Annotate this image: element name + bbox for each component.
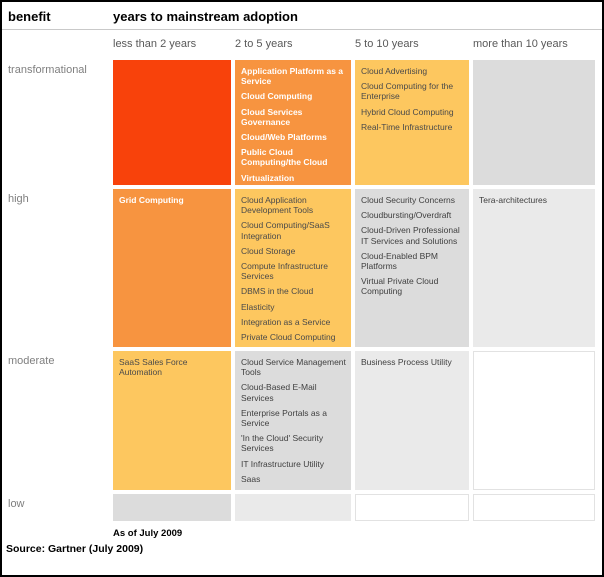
technology-item: Cloud-Enabled BPM Platforms	[361, 250, 439, 271]
source-attribution: Source: Gartner (July 2009)	[6, 543, 144, 555]
technology-item: Private Cloud Computing	[241, 331, 336, 342]
technology-item: Virtual Private Cloud Computing	[361, 276, 439, 297]
matrix-cell-high-2-to-5-years: Cloud Application Development Tools Cloud…	[235, 189, 351, 347]
technology-item: Hybrid Cloud Computing	[361, 106, 454, 117]
technology-item: Cloud Service Management Tools	[241, 357, 346, 378]
technology-item: Cloud Storage	[241, 245, 296, 256]
technology-item: Cloud-Based E-Mail Services	[241, 382, 317, 403]
matrix-cell-transformational-5-to-10-years: Cloud Advertising Cloud Computing for the…	[355, 60, 469, 185]
matrix-cell-moderate-2-to-5-years: Cloud Service Management Tools Cloud-Base…	[235, 351, 351, 490]
matrix-cell-high-less-than-2-years: Grid Computing	[113, 189, 231, 347]
benefit-axis-label: benefit	[8, 9, 51, 24]
technology-item: SaaS Sales Force Automation	[119, 357, 188, 378]
technology-item: Real-Time Infrastructure	[361, 121, 453, 132]
technology-item: Cloud-Driven Professional IT Services an…	[361, 225, 460, 246]
technology-item: Cloudbursting/Overdraft	[361, 210, 452, 221]
page-title: years to mainstream adoption	[113, 9, 298, 24]
technology-item: Virtualization	[241, 172, 295, 183]
technology-item: Cloud/Web Platforms	[241, 131, 327, 142]
column-header-5-to-10-years: 5 to 10 years	[355, 38, 419, 50]
matrix-cell-low-2-to-5-years	[235, 494, 351, 521]
as-of-date-note: As of July 2009	[113, 528, 183, 539]
technology-item: Cloud Computing for the Enterprise	[361, 81, 454, 102]
technology-item: Enterprise Portals as a Service	[241, 407, 327, 428]
technology-item: Cloud Computing/SaaS Integration	[241, 220, 330, 241]
technology-item: Cloud Advertising	[361, 66, 428, 76]
matrix-cell-low-more-than-10-years	[473, 494, 595, 521]
technology-item: Compute Infrastructure Services	[241, 260, 328, 282]
technology-item: 'In the Cloud' Security Services	[241, 433, 324, 454]
technology-item: Cloud Application Development Tools	[241, 195, 314, 216]
technology-item: Elasticity	[241, 301, 275, 312]
matrix-cell-low-less-than-2-years	[113, 494, 231, 521]
figure-header: benefit years to mainstream adoption	[2, 2, 602, 24]
matrix-cell-moderate-less-than-2-years: SaaS Sales Force Automation	[113, 351, 231, 490]
technology-item: DBMS in the Cloud	[241, 286, 314, 297]
header-divider	[2, 29, 602, 30]
matrix-cell-high-5-to-10-years: Cloud Security Concerns Cloudbursting/Ove…	[355, 189, 469, 347]
column-header-less-than-2-years: less than 2 years	[113, 38, 197, 50]
matrix-cell-moderate-more-than-10-years	[473, 351, 595, 490]
matrix-cell-moderate-5-to-10-years: Business Process Utility	[355, 351, 469, 490]
row-label-moderate: moderate	[8, 355, 55, 367]
matrix-cell-low-5-to-10-years	[355, 494, 469, 521]
technology-item: Cloud Security Concerns	[361, 195, 456, 205]
technology-item: Public Cloud Computing/the Cloud	[241, 147, 328, 168]
technology-item: IT Infrastructure Utility	[241, 458, 324, 469]
matrix-grid: less than 2 years 2 to 5 years 5 to 10 y…	[2, 30, 602, 521]
technology-item: Saas	[241, 473, 261, 484]
column-header-more-than-10-years: more than 10 years	[473, 38, 568, 50]
technology-item: Tera-architectures	[479, 195, 548, 205]
technology-item: Business Process Utility	[361, 357, 452, 367]
matrix-cell-transformational-less-than-2-years	[113, 60, 231, 185]
row-label-low: low	[8, 498, 25, 510]
technology-item: Cloud Computing	[241, 91, 313, 102]
matrix-cell-transformational-more-than-10-years	[473, 60, 595, 185]
matrix-cell-transformational-2-to-5-years: Application Platform as a Service Cloud C…	[235, 60, 351, 185]
grid-corner-spacer	[4, 30, 109, 56]
technology-item: Cloud Services Governance	[241, 106, 303, 127]
row-label-high: high	[8, 193, 29, 205]
matrix-cell-high-more-than-10-years: Tera-architectures	[473, 189, 595, 347]
row-label-transformational: transformational	[8, 64, 87, 76]
technology-item: Application Platform as a Service	[241, 66, 344, 87]
column-header-2-to-5-years: 2 to 5 years	[235, 38, 293, 50]
technology-item: Integration as a Service	[241, 316, 331, 327]
technology-item: Grid Computing	[119, 195, 184, 205]
